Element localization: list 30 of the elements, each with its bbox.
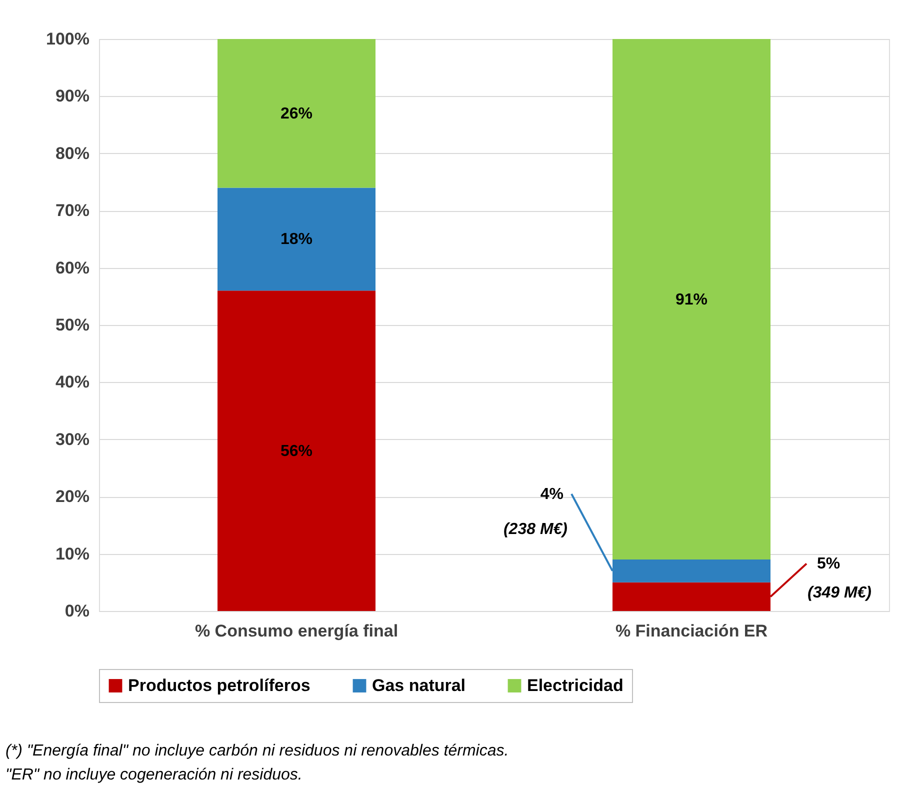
x-tick-label: % Consumo energía final — [194, 622, 398, 640]
text: "ER" no incluye cogeneración ni residuos. — [6, 766, 302, 784]
data-label: 26% — [280, 105, 313, 122]
bar — [218, 188, 376, 291]
y-tick-label: 0% — [64, 602, 90, 620]
y-tick-label: 60% — [55, 258, 90, 278]
data-label: 56% — [280, 442, 313, 460]
y-tick-label: 20% — [55, 487, 90, 506]
y-tick-label: 10% — [55, 544, 90, 564]
x-tick-label: % Financiación ER — [615, 622, 768, 640]
annotation: (349 M€) — [807, 584, 872, 602]
y-tick-label: 70% — [55, 201, 90, 220]
bar — [218, 290, 376, 611]
y-tick-label: 100% — [46, 30, 90, 48]
y-tick-label: 90% — [55, 86, 90, 106]
y-tick-label: 80% — [55, 144, 90, 163]
y-tick-label: 50% — [55, 316, 90, 334]
bar — [612, 39, 770, 560]
y-tick-label: 40% — [55, 372, 90, 392]
text: (*) "Energía final" no incluye carbón ni residuos ni renovables térmicas. — [6, 742, 509, 760]
y-tick-label: 30% — [55, 430, 90, 449]
bar — [218, 39, 376, 188]
data-label: 5% — [816, 556, 840, 573]
legend-label: Gas natural — [372, 676, 466, 695]
legend-label: Productos petrolíferos — [128, 676, 310, 695]
data-label: 91% — [675, 291, 708, 308]
data-label: 18% — [280, 231, 313, 248]
annotation: (238 M€) — [503, 520, 568, 538]
legend-label: Electricidad — [527, 676, 624, 695]
data-label: 4% — [540, 486, 564, 503]
